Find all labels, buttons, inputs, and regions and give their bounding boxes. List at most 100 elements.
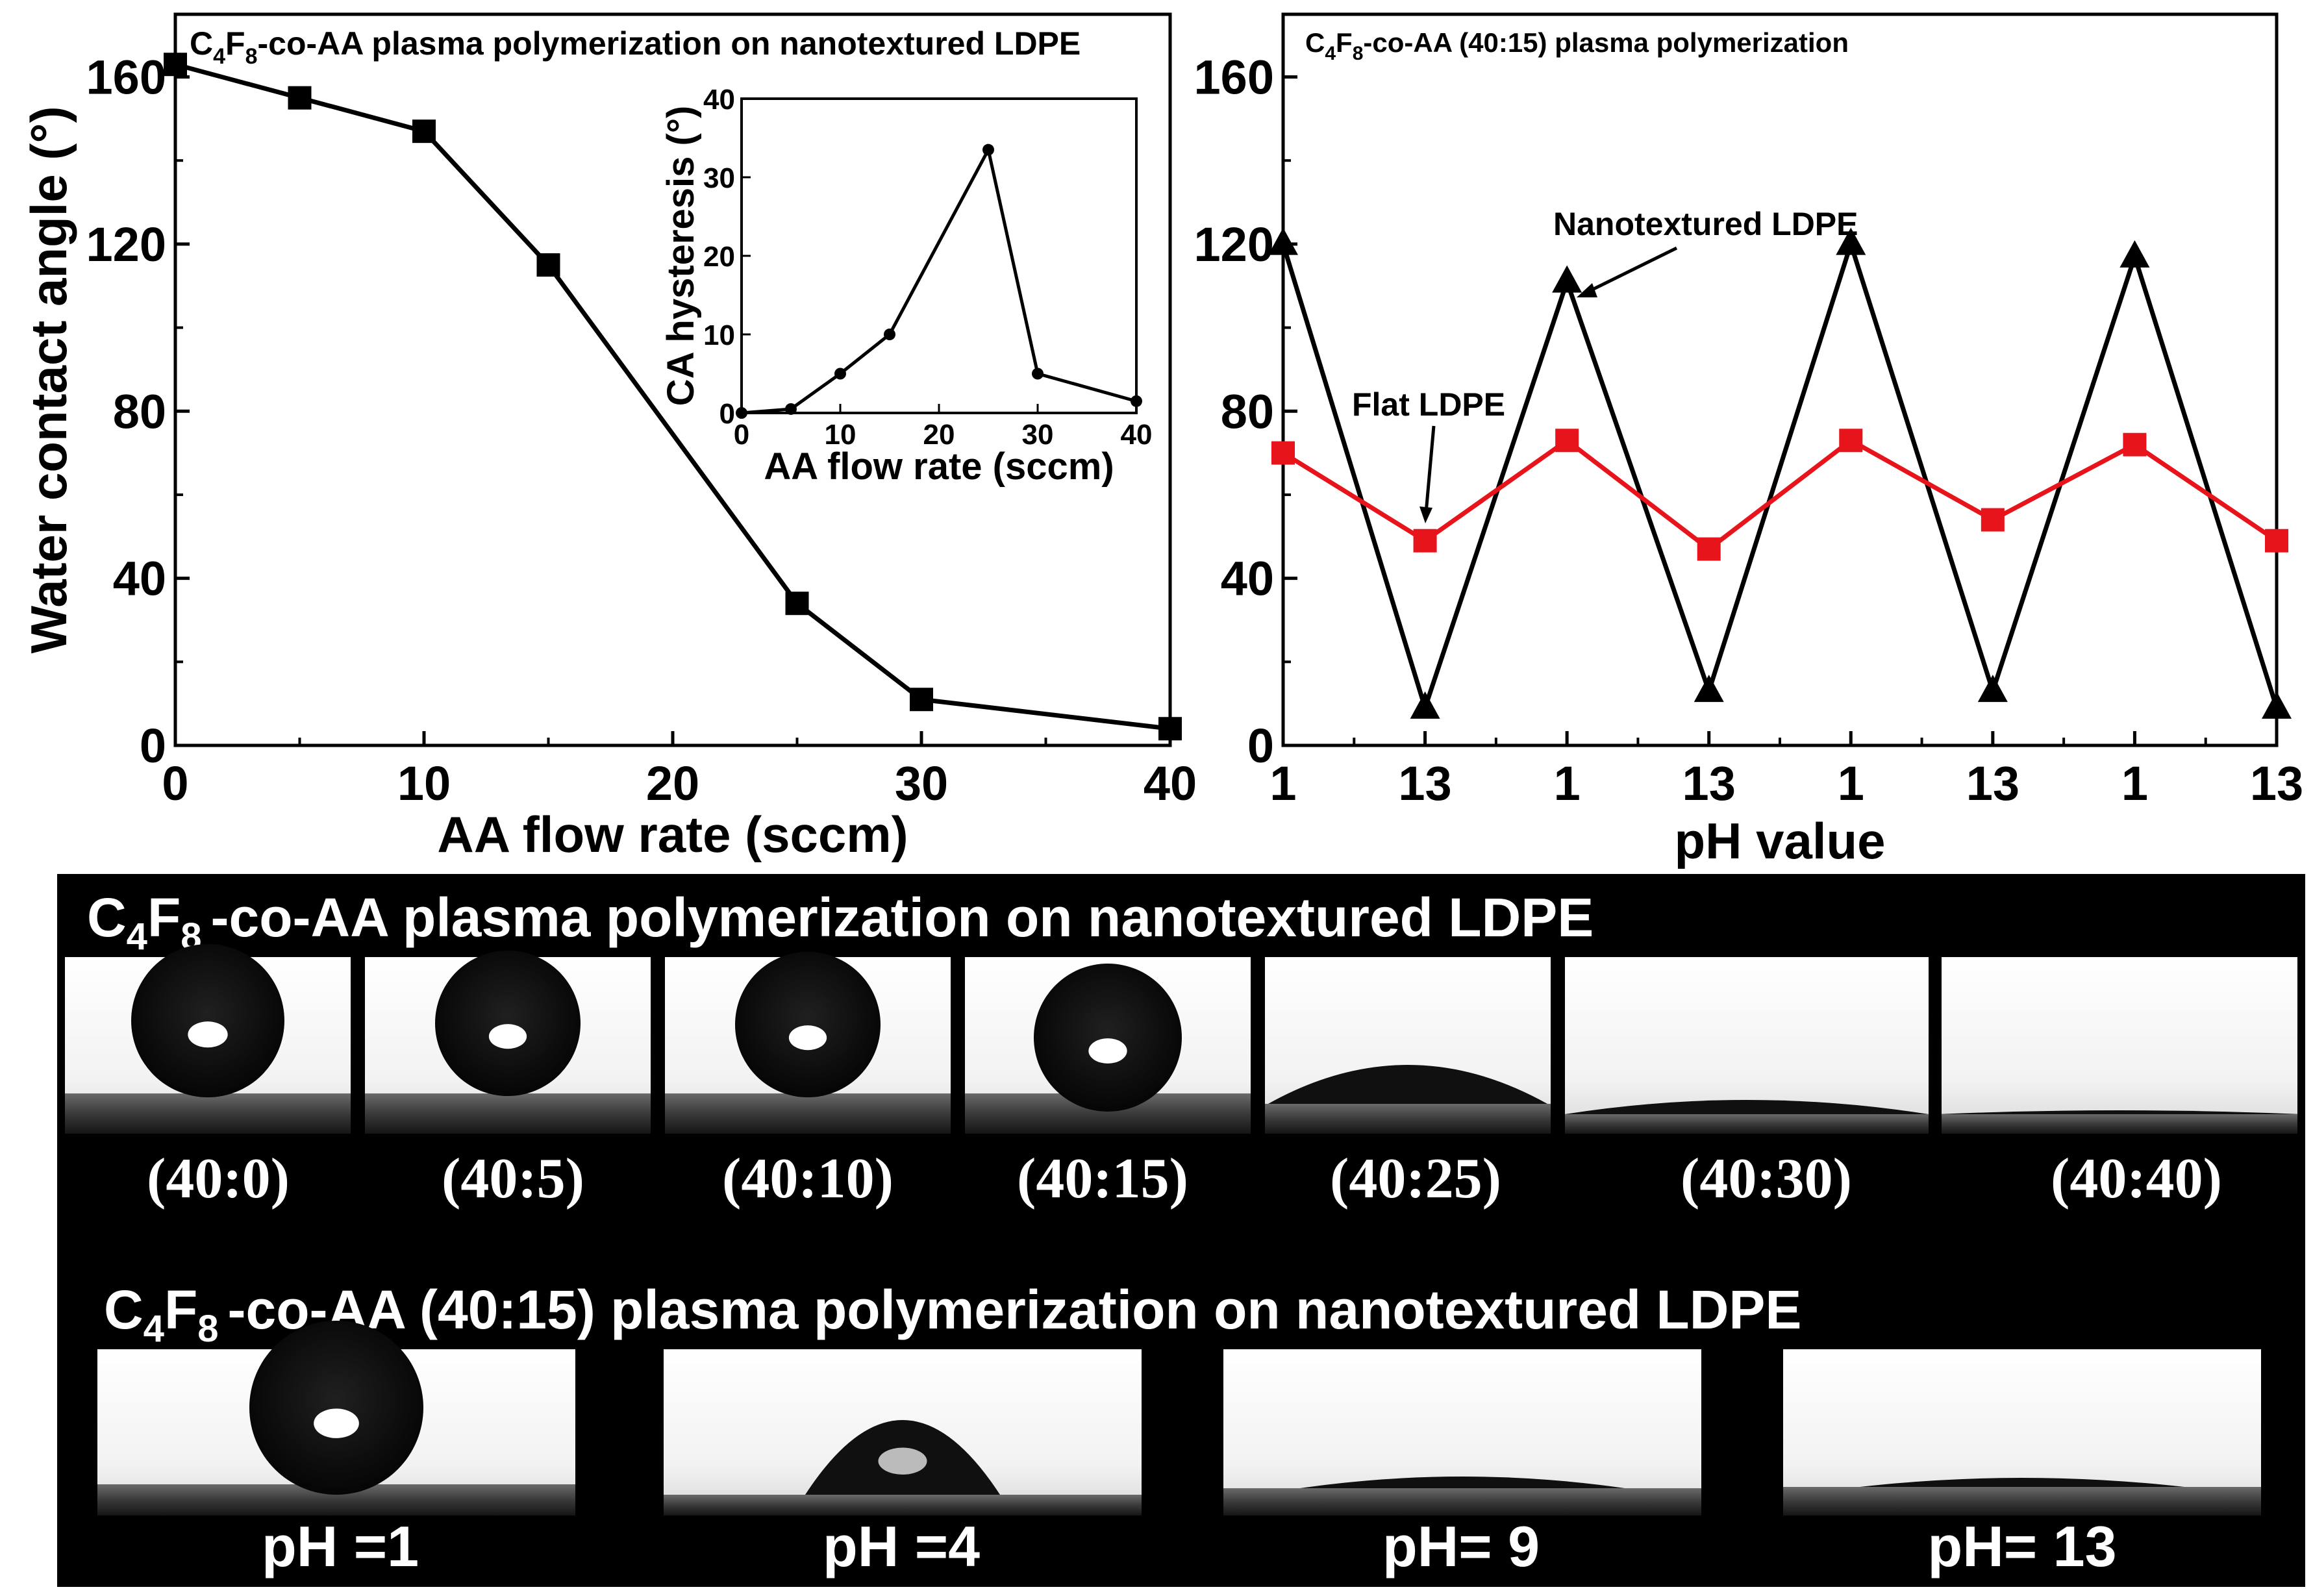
annotation-nanotextured-arrowhead bbox=[1577, 283, 1597, 297]
left-y-tick-label: 160 bbox=[86, 51, 166, 105]
panel-b-droplet-photo bbox=[1223, 1349, 1701, 1515]
right-plot-frame bbox=[1281, 12, 2279, 747]
panel-a-droplet-photo bbox=[65, 944, 351, 1134]
panel-a-droplet-photo bbox=[365, 951, 651, 1134]
panel-b-label: pH= 9 bbox=[1382, 1514, 1540, 1578]
panel-b-labels: pH =1 pH =4 pH= 9 pH= 13 bbox=[262, 1514, 2117, 1578]
panel-b-label: pH= 13 bbox=[1927, 1514, 2116, 1578]
left-y-tick-labels: 0 40 80 120 160 bbox=[86, 51, 166, 773]
droplet bbox=[1938, 1110, 2301, 1114]
right-x-tick-label: 1 bbox=[1269, 756, 1296, 810]
left-data-point bbox=[536, 253, 560, 277]
annotation-nanotextured-arrow bbox=[1583, 246, 1678, 295]
droplet bbox=[131, 944, 284, 1097]
panel-b-droplet-photo bbox=[1783, 1349, 2261, 1515]
inset-y-axis-label: CA hysteresis (°) bbox=[660, 106, 702, 406]
right-y-tick-labels: 0 40 80 120 160 bbox=[1194, 51, 1274, 773]
right-x-tick-labels: 1 13 1 13 1 13 1 13 bbox=[1269, 756, 2303, 810]
left-y-axis-label: Water contact angle (°) bbox=[20, 106, 77, 653]
inset-data-point bbox=[1131, 395, 1142, 407]
inset-x-tick-labels: 0 10 20 30 40 bbox=[734, 419, 1153, 451]
droplet bbox=[1034, 964, 1182, 1112]
right-flat-point bbox=[1839, 429, 1863, 453]
left-x-tick-label: 40 bbox=[1144, 756, 1197, 810]
left-data-point bbox=[164, 53, 187, 77]
droplet bbox=[1565, 1100, 1929, 1114]
left-data-point bbox=[412, 119, 436, 143]
panel-a: C4F8 -co-AA plasma polymerization on nano… bbox=[57, 874, 2305, 1231]
panel-b-label: pH =4 bbox=[823, 1514, 980, 1578]
right-flat-point bbox=[1413, 529, 1437, 553]
right-flat-point bbox=[1697, 537, 1721, 561]
panel-b-label: pH =1 bbox=[262, 1514, 419, 1578]
panel-b-droplet-photo bbox=[664, 1349, 1142, 1515]
panel-a-droplet-photo bbox=[665, 952, 951, 1134]
annotation-flat-arrow bbox=[1424, 425, 1436, 514]
photo-substrate bbox=[1783, 1487, 2261, 1515]
right-flat-point bbox=[1981, 508, 2005, 532]
panel-a-label: (40:30) bbox=[1681, 1147, 1852, 1210]
right-x-tick-label: 13 bbox=[2250, 756, 2303, 810]
right-x-tick-label: 13 bbox=[1398, 756, 1451, 810]
droplet bbox=[1300, 1477, 1625, 1488]
right-flat-point bbox=[2123, 432, 2147, 456]
panel-a-title: C4F8 -co-AA plasma polymerization on nano… bbox=[87, 887, 1594, 958]
right-nanotextured-point bbox=[2262, 691, 2292, 719]
right-title-c: C bbox=[1305, 27, 1325, 58]
left-x-tick-label: 30 bbox=[895, 756, 948, 810]
left-data-point bbox=[910, 688, 933, 712]
panel-b-title-f: F bbox=[164, 1279, 197, 1340]
inset-x-tick-label: 20 bbox=[923, 419, 955, 451]
panel-a-droplet-images bbox=[65, 944, 2301, 1134]
droplet bbox=[249, 1321, 423, 1495]
inset-data-point bbox=[1032, 368, 1044, 380]
right-title-c-sub: 4 bbox=[1325, 43, 1336, 64]
photo-substrate bbox=[1223, 1488, 1701, 1515]
panel-b-title: C4F8 -co-AA (40:15) plasma polymerization… bbox=[104, 1279, 1801, 1350]
panel-a-title-c-sub: 4 bbox=[127, 916, 147, 958]
left-ticks bbox=[173, 75, 1172, 747]
right-nanotextured-point bbox=[1836, 227, 1866, 255]
right-x-tick-label: 13 bbox=[1966, 756, 2019, 810]
annotation-nanotextured: Nanotextured LDPE bbox=[1553, 206, 1858, 242]
right-x-tick-label: 13 bbox=[1682, 756, 1736, 810]
left-x-tick-label: 0 bbox=[162, 756, 188, 810]
annotation-flat: Flat LDPE bbox=[1352, 386, 1505, 423]
left-title-c-sub: 4 bbox=[213, 44, 225, 69]
inset-x-axis-label: AA flow rate (sccm) bbox=[764, 445, 1114, 488]
right-title-rest: -co-AA (40:15) plasma polymerization bbox=[1363, 27, 1849, 58]
left-y-tick-label: 40 bbox=[113, 552, 166, 606]
left-y-tick-label: 120 bbox=[86, 218, 166, 271]
left-title-rest: -co-AA plasma polymerization on nanotext… bbox=[258, 25, 1081, 62]
panel-b-title-rest: -co-AA (40:15) plasma polymerization on … bbox=[228, 1279, 1802, 1340]
left-title-f: F bbox=[225, 25, 245, 62]
right-y-tick-label: 160 bbox=[1194, 51, 1274, 105]
left-data-point bbox=[1158, 717, 1182, 741]
photo-background bbox=[1942, 957, 2297, 1134]
panel-a-droplet-photo bbox=[965, 957, 1251, 1134]
inset-data-point bbox=[834, 368, 846, 380]
right-series-flat-markers bbox=[1271, 429, 2288, 561]
panel-b-title-c: C bbox=[104, 1279, 144, 1340]
right-x-tick-label: 1 bbox=[1554, 756, 1581, 810]
inset-y-tick-label: 40 bbox=[703, 84, 735, 116]
panel-a-label: (40:15) bbox=[1017, 1147, 1188, 1210]
panel-a-droplet-photo bbox=[1565, 957, 1929, 1134]
inset-y-tick-label: 20 bbox=[703, 241, 735, 273]
inset-series-line bbox=[741, 145, 1137, 415]
right-x-tick-label: 1 bbox=[1838, 756, 1864, 810]
panel-b-droplet-photo bbox=[97, 1321, 575, 1515]
right-nanotextured-point bbox=[1410, 691, 1440, 719]
left-chart-title: C4F8-co-AA plasma polymerization on nano… bbox=[190, 25, 1081, 69]
droplet-highlight bbox=[878, 1447, 927, 1475]
left-title-f-sub: 8 bbox=[245, 44, 258, 69]
inset-series-markers bbox=[736, 143, 1142, 419]
droplet bbox=[435, 951, 581, 1096]
left-x-tick-label: 20 bbox=[646, 756, 699, 810]
panel-a-label: (40:5) bbox=[442, 1147, 584, 1210]
right-nanotextured-point bbox=[1694, 675, 1724, 703]
right-y-tick-label: 40 bbox=[1221, 552, 1274, 606]
panel-a-label: (40:0) bbox=[147, 1147, 290, 1210]
